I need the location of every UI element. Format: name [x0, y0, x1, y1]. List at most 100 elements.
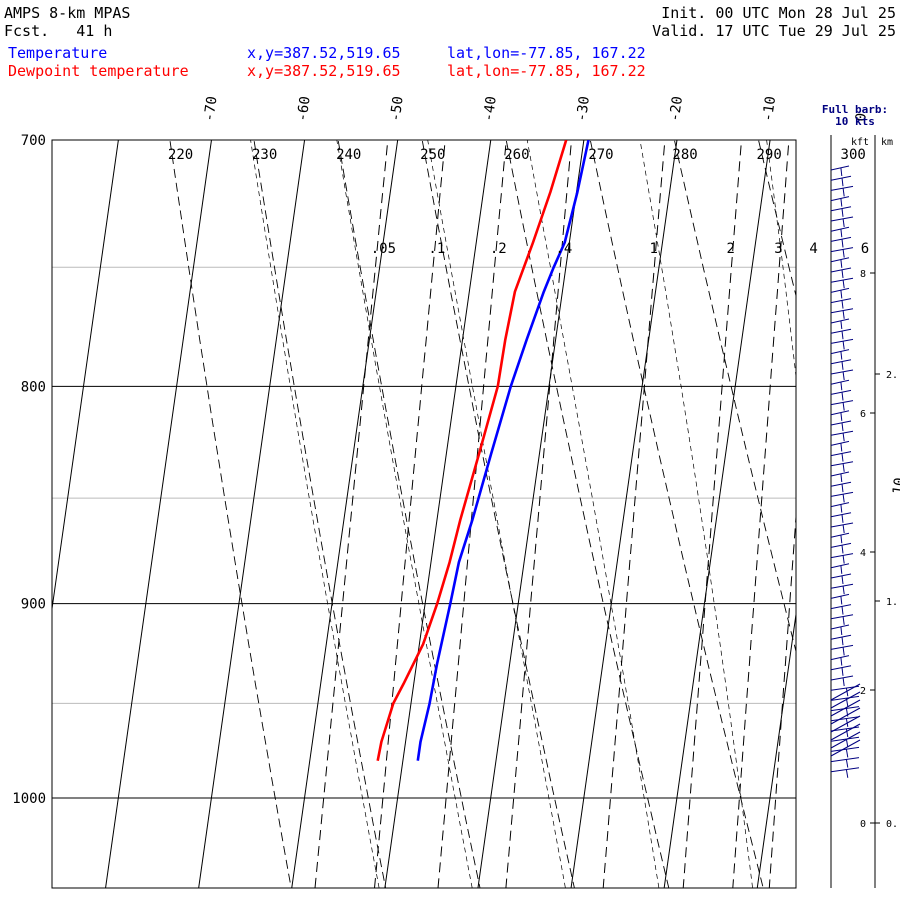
wind-barb — [830, 604, 852, 610]
isotherm--10 — [663, 140, 771, 888]
fcst-value: 41 h — [76, 22, 113, 40]
wind-barb — [830, 695, 860, 701]
mixing-ratio-label-7: 4 — [809, 241, 817, 257]
isotherms — [52, 140, 796, 888]
wind-barb-flag — [840, 626, 843, 636]
dry-adiabat-230 — [253, 140, 387, 888]
wind-barb-flag — [840, 596, 843, 605]
wind-barb — [830, 644, 854, 650]
kft-tick-label-2: 2 — [860, 686, 866, 697]
wind-barb-flag — [845, 749, 849, 758]
dry-adiabat-250 — [421, 140, 575, 888]
mixing-ratio-label-8: 6 — [861, 241, 869, 257]
wind-barb — [830, 655, 850, 661]
wind-barb — [830, 614, 854, 620]
wind-barb — [830, 665, 852, 671]
wind-barb-flag — [841, 514, 844, 523]
wind-barb — [830, 410, 850, 416]
wind-barb — [830, 206, 852, 212]
isotherm-label--70: -70 — [201, 95, 220, 122]
wind-barb — [830, 451, 852, 457]
wind-barb — [830, 491, 854, 497]
wind-barb-flag — [840, 228, 843, 238]
wind-barb — [830, 757, 860, 763]
isotherm-label-10: 10 — [890, 477, 900, 496]
mixing-ratio-0.1 — [373, 140, 446, 888]
mixing-ratio-3 — [732, 140, 790, 888]
wind-barb — [830, 318, 850, 324]
y-tick-label-800: 800 — [21, 379, 46, 395]
wind-barb-flag — [841, 667, 844, 676]
wind-barb-flag — [841, 545, 844, 554]
mixing-ratio-0.4 — [505, 140, 573, 888]
dry-adiabat-label-260: 260 — [504, 147, 529, 163]
wind-barb — [830, 175, 852, 181]
wind-barb-flag — [841, 330, 844, 340]
wind-barb-low — [830, 707, 861, 725]
wind-barb-flag — [842, 494, 845, 503]
isotherm-label--20: -20 — [667, 95, 686, 122]
wind-barb-flag — [840, 167, 843, 177]
mixing-ratio-label-4: 1 — [649, 241, 657, 257]
temperature-line — [416, 140, 590, 761]
dry-adiabat-label-250: 250 — [420, 147, 445, 163]
wind-barb-flag — [840, 565, 843, 574]
wind-barb-flag — [842, 524, 845, 534]
wind-barb-low — [830, 723, 861, 741]
dry-adiabats — [169, 140, 796, 888]
wind-barb-flag — [842, 249, 845, 258]
wind-barb-flag — [840, 290, 843, 299]
dry-adiabat-280 — [673, 140, 796, 654]
wind-barb-low — [830, 731, 861, 749]
wind-barb-flag — [842, 218, 845, 228]
wind-barb-low — [830, 739, 861, 757]
wind-barb-low — [830, 715, 861, 733]
wind-barb — [830, 185, 854, 191]
isotherm--60 — [198, 140, 306, 888]
isotherm-label-0: 0 — [853, 112, 870, 123]
forecast-hour: Fcst. 41 h — [4, 22, 112, 40]
temperature-latlon: lat,lon=-77.85, 167.22 — [447, 44, 646, 62]
wind-barb-flag — [842, 463, 845, 472]
wind-barb-flag — [842, 279, 845, 289]
wind-barb-flag — [840, 473, 843, 483]
wind-barb — [830, 542, 852, 548]
moist-adiabat--20 — [427, 140, 566, 888]
wind-barb-flag — [845, 738, 849, 748]
sounding-series — [376, 140, 590, 761]
wind-barb-flag — [841, 483, 844, 493]
major-pressure-grid — [52, 385, 796, 799]
wind-barb-flag — [842, 647, 845, 656]
minor-pressure-grid — [52, 266, 796, 704]
wind-barb — [830, 471, 850, 477]
wind-barb-flag — [840, 381, 843, 391]
mixing-ratio-1 — [602, 140, 666, 888]
wind-barb-flag — [842, 341, 845, 350]
dewpoint-latlon: lat,lon=-77.85, 167.22 — [447, 62, 646, 80]
wind-barb-low — [830, 699, 861, 717]
dry-adiabat-label-280: 280 — [672, 147, 697, 163]
wind-barb — [830, 308, 854, 314]
model-title: AMPS 8-km MPAS — [4, 4, 131, 22]
y-tick-label-1000: 1000 — [12, 791, 46, 807]
moist-adiabat--40 — [250, 140, 380, 888]
wind-barb — [830, 512, 852, 518]
km-tick-label-2: 0. — [886, 819, 898, 830]
barb-panel-title: Full barb: — [822, 103, 888, 116]
wind-barb-flag — [840, 657, 843, 666]
dewpoint-line — [376, 140, 568, 761]
wind-barb — [830, 369, 854, 375]
wind-barb — [830, 267, 852, 273]
chart-labels: 700 800 900 1000 -70 -60 -50 -40 -30 -20 -10 0 10 220… — [12, 95, 900, 807]
isotherm--80 — [52, 140, 119, 613]
isotherm--70 — [105, 140, 212, 888]
dry-adiabat-220 — [169, 140, 292, 888]
km-label: km — [881, 137, 893, 148]
wind-barb — [830, 726, 860, 732]
wind-barb-flag — [841, 636, 844, 646]
wind-barb-flag — [842, 585, 845, 595]
wind-barb — [830, 553, 854, 559]
wind-barb — [830, 349, 850, 355]
wind-barb — [830, 226, 850, 232]
wind-barb-flag — [845, 728, 849, 738]
